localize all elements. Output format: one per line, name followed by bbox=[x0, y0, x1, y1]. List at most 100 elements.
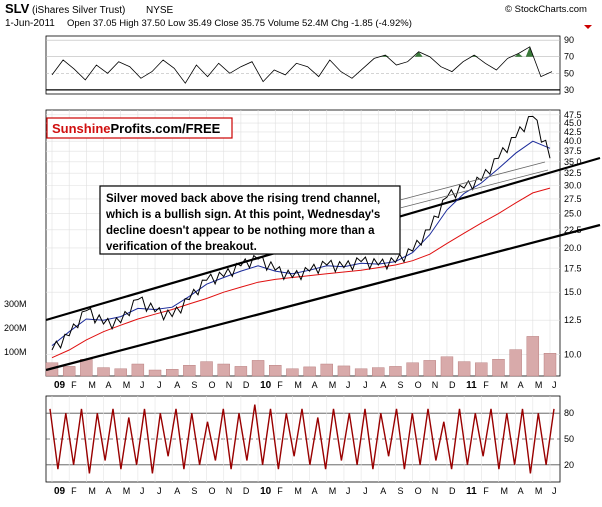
chevron-down-icon[interactable] bbox=[584, 25, 592, 29]
rsi-tick-label: 30 bbox=[564, 85, 574, 95]
oscillator-tick-label: 20 bbox=[564, 460, 574, 470]
oscillator-y-ticks: 80 50 20 bbox=[564, 408, 574, 470]
volume-bar bbox=[457, 361, 471, 377]
price-tick-label: 20.0 bbox=[564, 243, 582, 253]
price-tick-label: 25.0 bbox=[564, 209, 582, 219]
moving-average-blue bbox=[51, 140, 551, 346]
volume-bar bbox=[269, 365, 282, 377]
rsi-overbought-fill bbox=[514, 53, 523, 57]
volume-bar bbox=[475, 362, 488, 377]
rsi-y-ticks: 90 70 50 30 bbox=[564, 35, 574, 95]
price-tick-label: 17.5 bbox=[564, 263, 582, 273]
oscillator-x-tick-label: S bbox=[397, 486, 403, 496]
volume-bar bbox=[440, 356, 454, 377]
price-panel: 47.545.042.540.037.535.032.5 30.0 27.5 25.0… bbox=[4, 109, 601, 391]
security-name: (iShares Silver Trust) bbox=[32, 5, 125, 16]
moving-average-red bbox=[51, 187, 551, 359]
rsi-tick-label: 50 bbox=[564, 68, 574, 78]
price-x-tick-label: J bbox=[346, 380, 351, 390]
price-x-tick-label: M bbox=[500, 380, 508, 390]
volume-bar bbox=[166, 369, 179, 377]
price-x-tick-label: A bbox=[380, 380, 386, 390]
oscillator-x-ticks: 09 F M A M J J A S O N D 10 F M A M J J A S O N D 11 F M A M J bbox=[54, 486, 557, 497]
copyright-label: © StockCharts.com bbox=[505, 4, 587, 15]
rsi-tick-label: 90 bbox=[564, 35, 574, 45]
oscillator-line bbox=[49, 404, 555, 474]
price-tick-label: 47.5 bbox=[564, 110, 582, 120]
oscillator-x-tick-label: J bbox=[346, 486, 351, 496]
oscillator-x-tick-label: N bbox=[432, 486, 439, 496]
volume-bar bbox=[131, 363, 145, 377]
volume-y-ticks: 300M 200M 100M bbox=[4, 299, 27, 357]
oscillator-x-tick-label: N bbox=[226, 486, 233, 496]
volume-bar bbox=[303, 366, 316, 377]
oscillator-x-tick-label: A bbox=[518, 486, 524, 496]
oscillator-x-tick-label: M bbox=[500, 486, 508, 496]
volume-bar bbox=[354, 368, 368, 377]
oscillator-x-tick-label: J bbox=[157, 486, 162, 496]
price-x-tick-label: 11 bbox=[466, 380, 477, 391]
rsi-overbought-fill bbox=[525, 46, 534, 57]
price-x-tick-label: J bbox=[140, 380, 145, 390]
price-tick-label: 35.0 bbox=[564, 157, 582, 167]
volume-bar bbox=[217, 363, 230, 377]
rsi-line bbox=[51, 46, 553, 84]
annotation-line-3: decline doesn't appear to be nothing mor… bbox=[106, 225, 375, 237]
volume-bar bbox=[543, 353, 557, 377]
annotation-pointer-upper bbox=[399, 161, 546, 201]
oscillator-x-tick-label: F bbox=[71, 486, 77, 496]
price-x-tick-label: M bbox=[123, 380, 131, 390]
oscillator-x-tick-label: D bbox=[243, 486, 250, 496]
oscillator-x-tick-label: M bbox=[88, 486, 96, 496]
volume-tick-label: 100M bbox=[4, 347, 27, 357]
oscillator-x-tick-label: S bbox=[191, 486, 197, 496]
oscillator-x-tick-label: O bbox=[209, 486, 216, 496]
price-x-tick-label: N bbox=[226, 380, 233, 390]
oscillator-x-tick-label: F bbox=[277, 486, 283, 496]
price-x-tick-label: O bbox=[209, 380, 216, 390]
oscillator-x-tick-label: D bbox=[449, 486, 456, 496]
price-x-tick-label: 10 bbox=[260, 380, 272, 391]
annotation-line-2: which is a bullish sign. At this point, … bbox=[105, 209, 380, 221]
volume-bar bbox=[251, 360, 265, 377]
volume-bar bbox=[200, 361, 213, 377]
price-x-tick-label: N bbox=[432, 380, 439, 390]
volume-bar bbox=[389, 366, 402, 377]
volume-bar bbox=[423, 360, 436, 377]
oscillator-x-tick-label: M bbox=[123, 486, 131, 496]
price-x-tick-label: M bbox=[88, 380, 96, 390]
price-tick-label: 42.5 bbox=[564, 127, 582, 137]
price-x-tick-label: M bbox=[535, 380, 543, 390]
price-tick-label: 45.0 bbox=[564, 118, 582, 128]
oscillator-x-tick-label: 10 bbox=[260, 486, 272, 497]
price-tick-label: 12.5 bbox=[564, 315, 582, 325]
oscillator-x-tick-label: A bbox=[380, 486, 386, 496]
oscillator-x-tick-label: A bbox=[174, 486, 180, 496]
oscillator-x-tick-label: J bbox=[552, 486, 557, 496]
price-tick-label: 30.0 bbox=[564, 181, 582, 191]
price-x-tick-label: F bbox=[277, 380, 283, 390]
volume-bar bbox=[234, 366, 248, 377]
price-x-tick-label: 09 bbox=[54, 380, 66, 391]
price-x-tick-label: A bbox=[312, 380, 318, 390]
oscillator-x-tick-label: 09 bbox=[54, 486, 66, 497]
volume-bars bbox=[45, 336, 557, 377]
annotation-line-4: verification of the breakout. bbox=[106, 241, 257, 253]
oscillator-x-tick-label: A bbox=[312, 486, 318, 496]
volume-bar bbox=[148, 369, 162, 377]
price-x-tick-label: D bbox=[243, 380, 250, 390]
volume-bar bbox=[320, 363, 333, 377]
price-tick-label: 22.5 bbox=[564, 225, 582, 235]
volume-bar bbox=[114, 368, 127, 377]
price-x-tick-label: A bbox=[518, 380, 524, 390]
price-x-tick-label: D bbox=[449, 380, 456, 390]
symbol-label: SLV bbox=[5, 1, 30, 16]
price-tick-label: 27.5 bbox=[564, 194, 582, 204]
volume-bar bbox=[183, 365, 196, 377]
date-label: 1-Jun-2011 bbox=[5, 18, 55, 29]
price-x-tick-label: O bbox=[415, 380, 422, 390]
price-x-tick-label: J bbox=[552, 380, 557, 390]
ohlc-summary: Open 37.05 High 37.50 Low 35.49 Close 35… bbox=[67, 18, 412, 29]
